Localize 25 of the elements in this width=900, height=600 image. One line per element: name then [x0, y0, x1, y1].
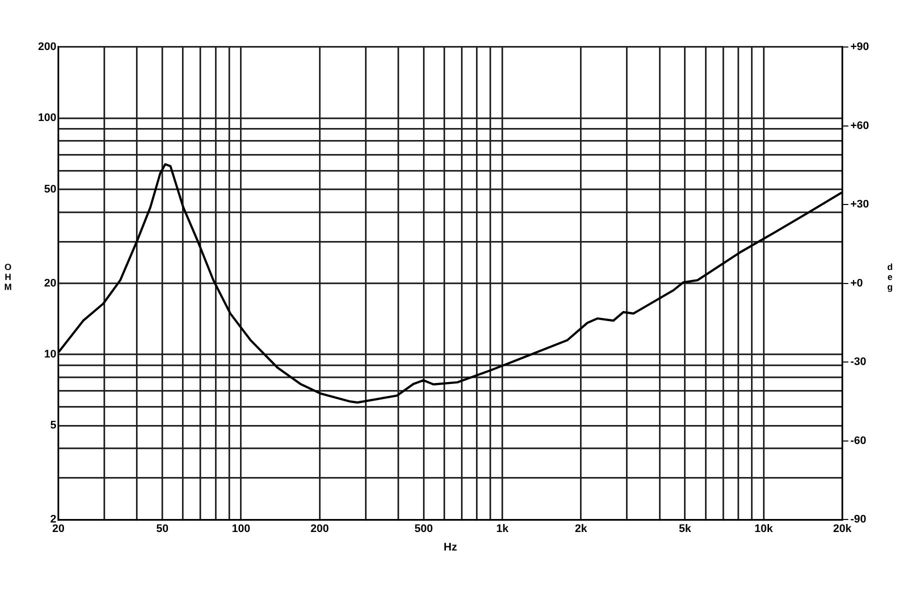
y-tick-label: 20 — [44, 277, 56, 290]
y-axis-title: OHM — [4, 262, 12, 292]
y-tick-label: 50 — [44, 183, 56, 196]
y-tick-label: 200 — [38, 41, 56, 54]
y2-tick-label: +60 — [850, 120, 870, 132]
y2-tick-label: -90 — [850, 514, 866, 526]
y-tick-label: 10 — [44, 348, 56, 360]
x-tick-label: 200 — [310, 523, 329, 536]
x-tick-label: 20k — [833, 523, 852, 536]
x-tick-label: 10k — [754, 523, 774, 536]
y-tick-label: 5 — [50, 420, 56, 432]
x-tick-label: 50 — [156, 523, 168, 536]
y2-tick-label: -60 — [850, 434, 866, 447]
x-tick-label: 500 — [414, 523, 433, 536]
y2-tick-label: +90 — [850, 41, 870, 54]
x-tick-label: 1k — [496, 523, 510, 536]
y2-tick-label: -30 — [850, 356, 866, 368]
x-tick-label: 100 — [232, 523, 250, 536]
x-tick-label: 2k — [574, 523, 588, 536]
y2-axis-title: deg — [886, 262, 894, 292]
y-tick-label: 100 — [38, 112, 56, 124]
x-tick-label: 5k — [678, 523, 692, 536]
y2-tick-label: +0 — [850, 277, 863, 290]
y2-tick-label: +30 — [850, 198, 870, 211]
x-axis-title: Hz — [444, 541, 458, 554]
